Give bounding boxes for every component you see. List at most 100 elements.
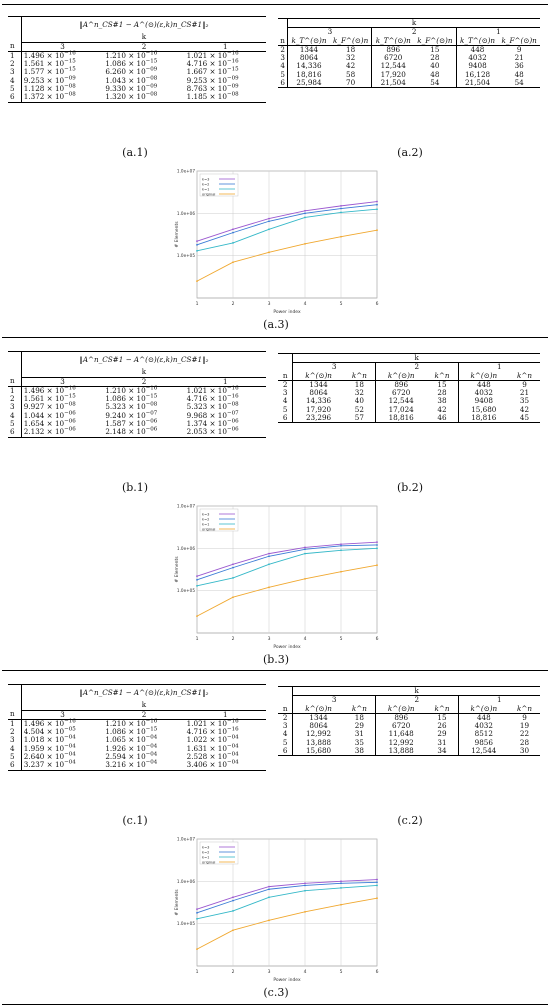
error-value: 1.561 × 10−15 xyxy=(23,393,76,404)
data-point xyxy=(340,544,342,547)
count-value: 17,920 xyxy=(380,69,406,79)
mantissa: 9.927 xyxy=(23,402,45,412)
series-line-original xyxy=(196,229,378,282)
y-tick-label: 1.0e+07 xyxy=(177,169,195,174)
error-value: 1.372 × 10−08 xyxy=(21,92,104,103)
count-value: 28 xyxy=(519,737,530,747)
count-value: 15 xyxy=(426,713,459,723)
error-value: 1.496 × 10−16 xyxy=(23,50,76,60)
data-point xyxy=(304,577,306,580)
count-subheader: k_F^(⊙)n xyxy=(329,36,373,46)
count-value: 40 xyxy=(414,62,457,71)
error-value: 9.253 × 10−09 xyxy=(186,75,239,85)
mantissa: 1.086 xyxy=(105,727,126,737)
count-value: 8064 xyxy=(309,388,328,398)
count-value: 46 xyxy=(426,413,459,424)
exponent: −16 xyxy=(226,393,239,400)
k-col-header: 2 xyxy=(375,695,459,705)
count-value: 448 xyxy=(470,44,485,54)
row-n: 6 xyxy=(278,413,294,424)
legend-label: original xyxy=(202,192,215,196)
data-point xyxy=(268,563,270,566)
error-value: 3.237 × 10−04 xyxy=(21,760,104,771)
row-n: 4 xyxy=(8,744,22,753)
exponent: −16 xyxy=(145,718,158,725)
k-col-header: 3 xyxy=(292,362,377,372)
count-value: 36 xyxy=(514,61,524,71)
exponent: −08 xyxy=(145,402,158,409)
count-value: 9 xyxy=(516,44,522,54)
table-row: 3 1.018 × 10−04 1.065 × 10−04 1.022 × 10−04 xyxy=(8,735,266,745)
error-value: 2.132 × 10−06 xyxy=(21,427,104,438)
error-value: 1.021 × 10−16 xyxy=(186,718,239,728)
error-value: 2.528 × 10−04 xyxy=(186,751,239,761)
error-value: 2.594 × 10−04 xyxy=(105,751,158,761)
count-value: 896 xyxy=(394,712,409,722)
count-subheader: k^(⊙)n xyxy=(458,371,509,381)
error-value: 6.260 × 10−09 xyxy=(105,67,158,77)
count-value: 896 xyxy=(394,379,409,389)
count-value: 9408 xyxy=(474,396,493,406)
error-value: 3.406 × 10−04 xyxy=(184,760,266,771)
error-value: 1.086 × 10−15 xyxy=(105,393,158,404)
k-col-header: 3 xyxy=(21,377,104,387)
caption-chart: (a.3) xyxy=(263,318,289,331)
error-value: 5.323 × 10−08 xyxy=(105,402,158,412)
mantissa: 1.128 xyxy=(23,83,45,93)
table-row: 4 14,336 42 12,544 40 9408 36 xyxy=(278,61,540,71)
k-col-header: 3 xyxy=(21,710,104,720)
exponent: −04 xyxy=(145,759,158,766)
mantissa: 3.406 xyxy=(186,760,208,770)
mantissa: 1.021 xyxy=(186,50,208,60)
mantissa: 5.323 xyxy=(186,402,208,412)
count-value: 896 xyxy=(386,44,401,54)
count-value: 1344 xyxy=(309,379,328,389)
error-value: 1.496 × 10−16 xyxy=(23,385,76,395)
error-value: 1.959 × 10−04 xyxy=(23,743,76,753)
exponent: −09 xyxy=(64,75,76,82)
exponent: −08 xyxy=(226,91,239,98)
count-value: 54 xyxy=(498,78,540,89)
count-value: 30 xyxy=(508,746,540,757)
count-value: 6720 xyxy=(392,388,411,398)
row-n: 6 xyxy=(8,93,22,103)
count-value: 1344 xyxy=(299,44,319,54)
data-point xyxy=(268,896,270,899)
series-line-k=1 xyxy=(196,547,378,587)
mantissa: 1.372 xyxy=(23,92,45,102)
count-value: 4032 xyxy=(474,721,493,731)
series-line-k=3 xyxy=(196,541,378,577)
mantissa: 9.240 xyxy=(105,410,126,420)
data-point xyxy=(232,231,234,234)
error-value: 3.216 × 10−04 xyxy=(103,759,185,771)
error-value: 4.716 × 10−16 xyxy=(186,393,239,404)
data-point xyxy=(304,242,306,245)
table-row: 6 25,984 70 21,504 54 21,504 54 xyxy=(278,78,540,89)
element-count-table: k 3 2 1 n k_T^(⊙)n k_F^(⊙)n k_T^(⊙)n k_F^(⊙)n k_T… xyxy=(278,17,540,89)
legend-label: original xyxy=(202,527,215,531)
count-value: 14,336 xyxy=(296,61,322,71)
x-axis-label: Power index xyxy=(273,977,301,983)
count-value: 48 xyxy=(514,69,524,79)
exponent: −15 xyxy=(145,393,158,400)
error-value: 1.210 × 10−16 xyxy=(105,718,158,728)
count-value: 11,648 xyxy=(388,729,414,739)
exponent: −04 xyxy=(64,743,76,750)
data-point xyxy=(196,243,198,246)
error-norm-table: ‖A^n_CS#1 − A^(⊙)(ε,k)n_CS#1‖₂ k n 3 2 1 1 1.49… xyxy=(8,684,266,771)
legend-label: k=1 xyxy=(202,187,209,191)
x-tick-label: 4 xyxy=(304,301,307,307)
count-subheader: k^n xyxy=(426,704,459,714)
elements-line-chart: 1 2 3 4 5 6 1.0e+07 1.0e+06 1.0e+05 Power index # … xyxy=(174,837,379,984)
mantissa: 1.631 xyxy=(186,743,208,753)
mantissa: 9.968 xyxy=(186,410,208,420)
table-row: 1 1.496 × 10−16 1.210 × 10−16 1.021 × 10−16 xyxy=(8,50,266,61)
x-axis-label: Power index xyxy=(273,644,301,650)
row-n: 1 xyxy=(8,386,22,396)
mantissa: 4.716 xyxy=(186,59,208,69)
data-point xyxy=(376,564,378,567)
series-line-k=3 xyxy=(196,201,378,242)
element-count-table: k 3 2 1 n k^(⊙)n k^n k^(⊙)n k^n k^(⊙)n k^n 2 1344 18 8… xyxy=(278,685,540,757)
table-row: 5 1.654 × 10−06 1.587 × 10−06 1.374 × 10−06 xyxy=(8,419,266,429)
